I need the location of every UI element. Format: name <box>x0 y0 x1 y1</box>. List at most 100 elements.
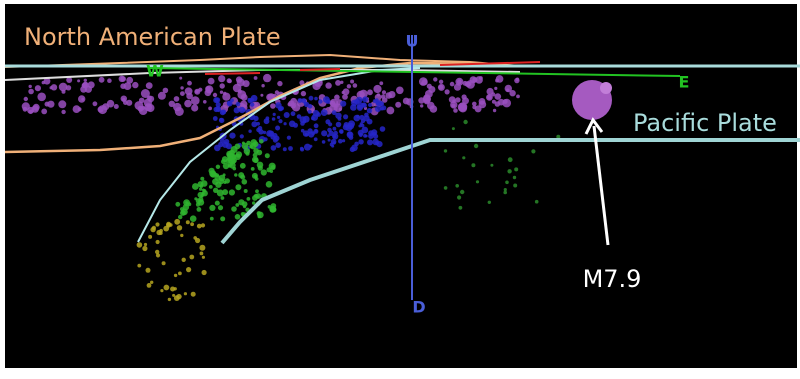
hypocenter <box>373 85 381 93</box>
hypocenter <box>403 98 410 105</box>
hypocenter <box>229 189 235 195</box>
hypocenter <box>494 87 497 90</box>
hypocenter <box>144 243 147 246</box>
direction-label: E <box>679 73 690 92</box>
hypocenter <box>186 220 190 224</box>
hypocenter <box>152 226 156 230</box>
hypocenter <box>364 113 369 118</box>
hypocenter <box>273 113 276 116</box>
hypocenter <box>98 105 107 114</box>
hypocenter <box>266 181 273 188</box>
hypocenter <box>395 102 401 108</box>
hypocenter <box>107 78 112 83</box>
hypocenter <box>465 81 471 87</box>
hypocenter <box>238 172 244 178</box>
hypocenter <box>201 223 205 227</box>
hypocenter <box>516 78 520 82</box>
background <box>5 4 797 368</box>
hypocenter <box>343 114 348 119</box>
hypocenter <box>379 101 384 106</box>
hypocenter <box>424 98 430 104</box>
hypocenter <box>191 104 198 111</box>
hypocenter <box>225 178 230 183</box>
hypocenter <box>342 139 345 142</box>
hypocenter <box>235 144 241 150</box>
hypocenter <box>280 106 284 110</box>
hypocenter <box>231 206 237 212</box>
hypocenter <box>147 283 152 288</box>
hypocenter <box>221 196 225 200</box>
hypocenter <box>300 148 304 152</box>
hypocenter <box>365 135 368 138</box>
hypocenter <box>462 97 469 104</box>
hypocenter <box>222 189 228 195</box>
hypocenter <box>213 116 218 121</box>
hypocenter <box>284 112 290 118</box>
axis-label: U <box>406 32 419 51</box>
hypocenter <box>327 128 332 133</box>
hypocenter <box>492 100 496 104</box>
hypocenter <box>172 294 175 297</box>
hypocenter <box>291 111 296 116</box>
hypocenter <box>503 191 507 195</box>
hypocenter <box>230 98 234 102</box>
hypocenter <box>137 242 143 248</box>
hypocenter <box>457 195 461 199</box>
hypocenter <box>142 246 147 251</box>
hypocenter <box>493 109 496 112</box>
hypocenter <box>301 91 306 96</box>
hypocenter <box>215 201 220 206</box>
hypocenter <box>265 153 270 158</box>
hypocenter <box>261 84 264 87</box>
hypocenter <box>146 268 151 273</box>
hypocenter <box>73 105 81 113</box>
hypocenter <box>455 184 459 188</box>
hypocenter <box>433 77 437 81</box>
hypocenter <box>155 222 159 226</box>
hypocenter <box>350 80 354 84</box>
hypocenter <box>345 124 352 131</box>
hypocenter <box>507 169 511 173</box>
hypocenter <box>297 114 302 119</box>
hypocenter <box>260 94 263 97</box>
hypocenter <box>505 181 509 185</box>
hypocenter <box>114 104 119 109</box>
hypocenter <box>340 81 343 84</box>
hypocenter <box>288 146 293 151</box>
hypocenter <box>256 122 260 126</box>
hypocenter <box>325 82 331 88</box>
hypocenter <box>298 98 303 103</box>
hypocenter <box>248 130 251 133</box>
hypocenter <box>218 205 223 210</box>
hypocenter <box>213 93 217 97</box>
hypocenter <box>245 152 249 156</box>
hypocenter <box>242 179 248 185</box>
hypocenter <box>479 101 487 109</box>
hypocenter <box>209 205 215 211</box>
hypocenter <box>183 204 189 210</box>
hypocenter <box>175 202 180 207</box>
hypocenter <box>358 139 363 144</box>
hypocenter <box>228 165 231 168</box>
hypocenter <box>189 255 194 260</box>
hypocenter <box>186 267 191 272</box>
hypocenter <box>184 292 187 295</box>
hypocenter <box>278 119 282 123</box>
hypocenter <box>453 108 458 113</box>
hypocenter <box>61 110 65 114</box>
hypocenter <box>202 256 205 259</box>
hypocenter <box>270 103 276 109</box>
hypocenter <box>451 104 455 108</box>
scene: North American Plate Pacific Plate U D W… <box>0 0 800 379</box>
hypocenter <box>185 201 188 204</box>
hypocenter <box>326 99 331 104</box>
hypocenter <box>338 139 343 144</box>
hypocenter <box>78 95 85 102</box>
hypocenter <box>58 100 66 108</box>
hypocenter <box>457 80 462 85</box>
hypocenter <box>509 90 515 96</box>
hypocenter <box>283 147 287 151</box>
hypocenter <box>271 203 277 209</box>
hypocenter <box>336 122 342 128</box>
hypocenter <box>198 88 202 92</box>
